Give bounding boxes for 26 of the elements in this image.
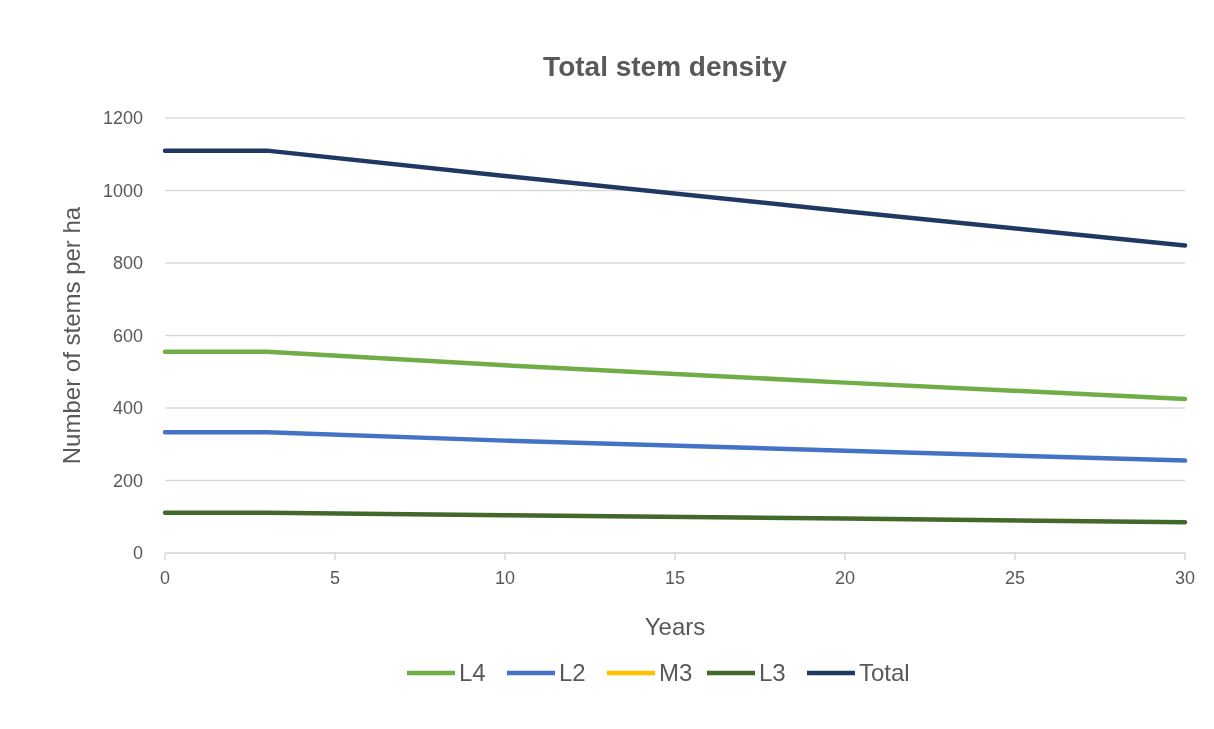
y-tick-label: 800 bbox=[112, 253, 143, 273]
x-tick-label: 20 bbox=[834, 568, 856, 588]
legend-label: L2 bbox=[559, 659, 586, 686]
y-axis-title: Number of stems per ha bbox=[58, 206, 85, 465]
x-tick-label: 30 bbox=[1174, 568, 1196, 588]
x-tick-label: 25 bbox=[1004, 568, 1026, 588]
y-tick-label: 400 bbox=[112, 398, 143, 418]
y-tick-label: 1000 bbox=[102, 180, 143, 201]
line-series bbox=[162, 430, 1188, 463]
legend-label: L3 bbox=[759, 659, 786, 686]
x-tick-label: 5 bbox=[329, 568, 341, 588]
y-tick-label: 0 bbox=[132, 543, 143, 563]
legend-label: L4 bbox=[459, 659, 486, 686]
line-series bbox=[162, 148, 1188, 248]
y-tick-label: 1200 bbox=[102, 108, 143, 128]
line-series bbox=[162, 349, 1188, 402]
legend-label: Total bbox=[859, 659, 910, 686]
x-axis-title: Years bbox=[644, 613, 706, 640]
line-series bbox=[162, 510, 1188, 525]
x-tick-label: 15 bbox=[664, 568, 686, 588]
y-tick-label: 600 bbox=[112, 325, 143, 346]
y-tick-label: 200 bbox=[112, 470, 143, 491]
chart-title: Total stem density bbox=[543, 51, 788, 82]
x-tick-label: 10 bbox=[494, 568, 516, 588]
legend-label: M3 bbox=[659, 659, 693, 686]
x-tick-label: 0 bbox=[159, 568, 171, 588]
